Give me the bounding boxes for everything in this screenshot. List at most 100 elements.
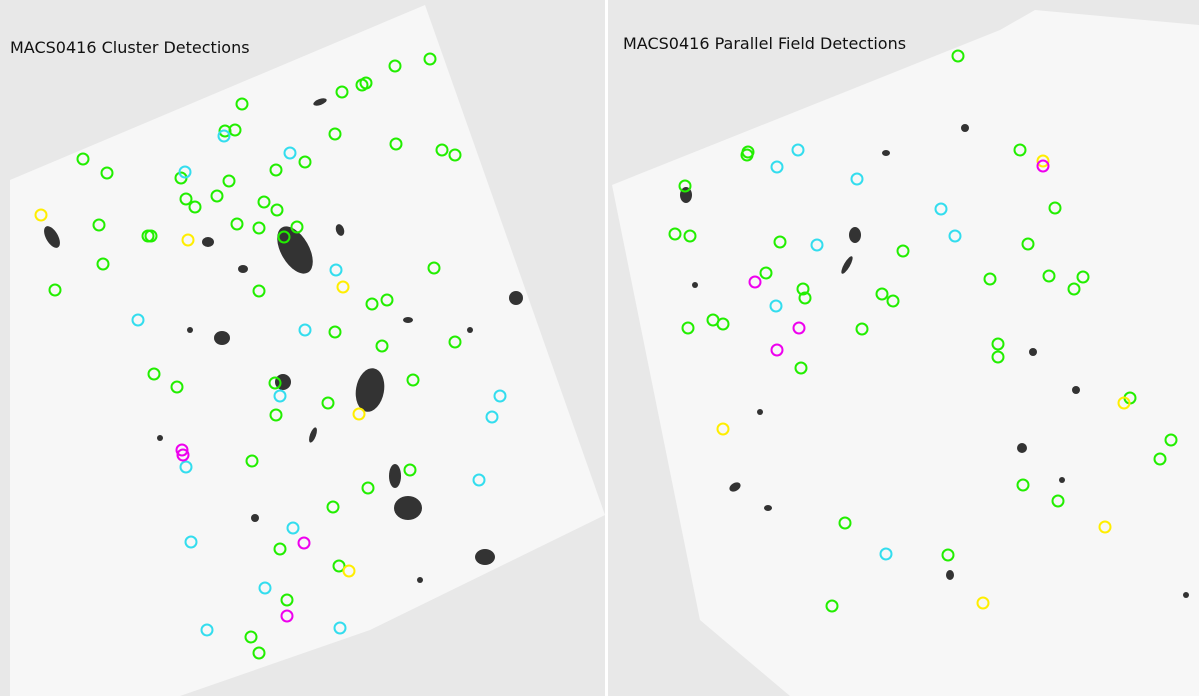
detection-circle [983, 272, 997, 286]
detection-circle [283, 146, 297, 160]
galaxy [313, 98, 327, 106]
galaxy [251, 514, 259, 522]
detection-circle [245, 454, 259, 468]
galaxy [335, 224, 345, 236]
detection-circle [235, 97, 249, 111]
detection-circle [375, 339, 389, 353]
detection-circle [277, 230, 291, 244]
galaxy [467, 327, 473, 333]
detection-circle [759, 266, 773, 280]
detection-circle [269, 408, 283, 422]
panel-title: MACS0416 Cluster Detections [10, 38, 250, 57]
detection-circle [951, 49, 965, 63]
galaxies [680, 124, 1189, 598]
galaxy [44, 226, 60, 248]
detection-circle [403, 463, 417, 477]
cluster-image [10, 5, 605, 696]
panel-title: MACS0416 Parallel Field Detections [623, 34, 906, 53]
detection-circle [298, 323, 312, 337]
detection-circle [1098, 520, 1112, 534]
galaxy [403, 317, 413, 323]
detection-circle [298, 155, 312, 169]
detection-circle [934, 202, 948, 216]
detection-circle [269, 163, 283, 177]
galaxy [202, 237, 214, 247]
detection-circle [179, 460, 193, 474]
detection-circle [773, 235, 787, 249]
parallel-panel: MACS0416 Parallel Field Detections [612, 10, 1199, 696]
detection-circle [1016, 478, 1030, 492]
galaxy [841, 256, 853, 274]
detection-circle [252, 646, 266, 660]
detection-circle [896, 244, 910, 258]
detection-circle [850, 172, 864, 186]
galaxy [1183, 592, 1189, 598]
detection-circle [321, 396, 335, 410]
detection-circle [252, 221, 266, 235]
parallel-image [612, 10, 1199, 696]
galaxy [849, 227, 861, 243]
galaxy [1029, 348, 1037, 356]
detection-circle [144, 229, 158, 243]
detection-circle [210, 189, 224, 203]
detection-circle [175, 443, 189, 457]
detection-circle [1051, 494, 1065, 508]
detection-circle [941, 548, 955, 562]
detection-circle [170, 380, 184, 394]
detection-circle [336, 280, 350, 294]
detection-circle [1164, 433, 1178, 447]
detection-circle [286, 521, 300, 535]
galaxy [389, 464, 401, 488]
galaxy [757, 409, 763, 415]
galaxy [1017, 443, 1027, 453]
detection-circle [200, 623, 214, 637]
detection-circle [948, 229, 962, 243]
galaxy [882, 150, 890, 156]
detection-circle [1076, 270, 1090, 284]
detection-circle [1036, 159, 1050, 173]
detection-circle [328, 127, 342, 141]
detection-circle [34, 208, 48, 222]
galaxy [309, 427, 317, 443]
detection-circle [76, 152, 90, 166]
detection-circle [222, 174, 236, 188]
detections [668, 49, 1178, 613]
galaxy [187, 327, 193, 333]
detection-circle [252, 284, 266, 298]
detection-circle [825, 599, 839, 613]
detection-circle [1042, 269, 1056, 283]
detection-circle [448, 148, 462, 162]
detection-circle [333, 621, 347, 635]
detection-circle [179, 192, 193, 206]
detection-circle [184, 535, 198, 549]
detection-circle [100, 166, 114, 180]
detection-circle [716, 422, 730, 436]
detection-circle [798, 291, 812, 305]
detection-circle [493, 389, 507, 403]
detection-circle [748, 275, 762, 289]
detection-circle [228, 123, 242, 137]
detection-circle [280, 609, 294, 623]
galaxy [961, 124, 969, 132]
detection-circle [217, 129, 231, 143]
detection-circle [875, 287, 889, 301]
detection-circle [716, 317, 730, 331]
detection-circle [485, 410, 499, 424]
galaxy [729, 482, 741, 492]
detections [34, 52, 507, 660]
detection-circle [991, 350, 1005, 364]
detection-circle [48, 283, 62, 297]
galaxy [475, 549, 495, 565]
detection-circle [258, 581, 272, 595]
galaxy [946, 570, 954, 580]
detection-circle [92, 218, 106, 232]
detection-circle [472, 473, 486, 487]
detection-circle [435, 143, 449, 157]
galaxy [1072, 386, 1080, 394]
detection-circle [886, 294, 900, 308]
detection-circle [681, 321, 695, 335]
detection-circle [423, 52, 437, 66]
detection-circle [794, 361, 808, 375]
